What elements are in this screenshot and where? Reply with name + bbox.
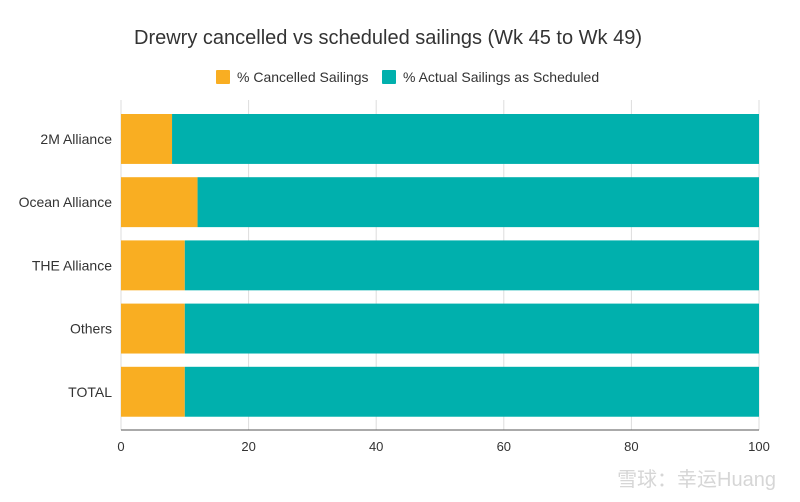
legend-label-scheduled: % Actual Sailings as Scheduled bbox=[403, 69, 599, 85]
bar-cancelled bbox=[121, 366, 185, 417]
x-tick-label: 20 bbox=[241, 439, 255, 454]
category-label: Others bbox=[70, 321, 112, 337]
watermark: 雪球：幸运Huang bbox=[617, 468, 776, 491]
category-labels: 2M Alliance Ocean Alliance THE Alliance Oth… bbox=[19, 131, 113, 400]
category-label: Ocean Alliance bbox=[19, 194, 113, 210]
bars bbox=[121, 114, 760, 417]
chart-title: Drewry cancelled vs scheduled sailings (… bbox=[134, 27, 642, 49]
legend-swatch-cancelled bbox=[216, 70, 230, 84]
x-tick-label: 100 bbox=[748, 439, 770, 454]
bar-cancelled bbox=[121, 114, 173, 164]
x-tick-label: 80 bbox=[624, 439, 638, 454]
bar-scheduled bbox=[184, 240, 760, 291]
x-tick-label: 40 bbox=[369, 439, 383, 454]
legend-label-cancelled: % Cancelled Sailings bbox=[237, 69, 369, 85]
x-tick-label: 60 bbox=[497, 439, 511, 454]
bar-scheduled bbox=[184, 303, 760, 354]
x-tick-labels: 0 20 40 60 80 100 bbox=[117, 439, 769, 454]
category-label: TOTAL bbox=[68, 384, 112, 400]
bar-scheduled bbox=[184, 366, 760, 417]
legend-swatch-scheduled bbox=[382, 70, 396, 84]
legend: % Cancelled Sailings % Actual Sailings a… bbox=[216, 69, 599, 85]
bar-scheduled bbox=[172, 114, 760, 164]
category-label: THE Alliance bbox=[32, 257, 112, 273]
bar-scheduled bbox=[197, 177, 759, 228]
bar-cancelled bbox=[121, 303, 185, 354]
bar-cancelled bbox=[121, 240, 185, 291]
category-label: 2M Alliance bbox=[40, 131, 112, 147]
x-tick-label: 0 bbox=[117, 439, 124, 454]
bar-cancelled bbox=[121, 177, 198, 228]
